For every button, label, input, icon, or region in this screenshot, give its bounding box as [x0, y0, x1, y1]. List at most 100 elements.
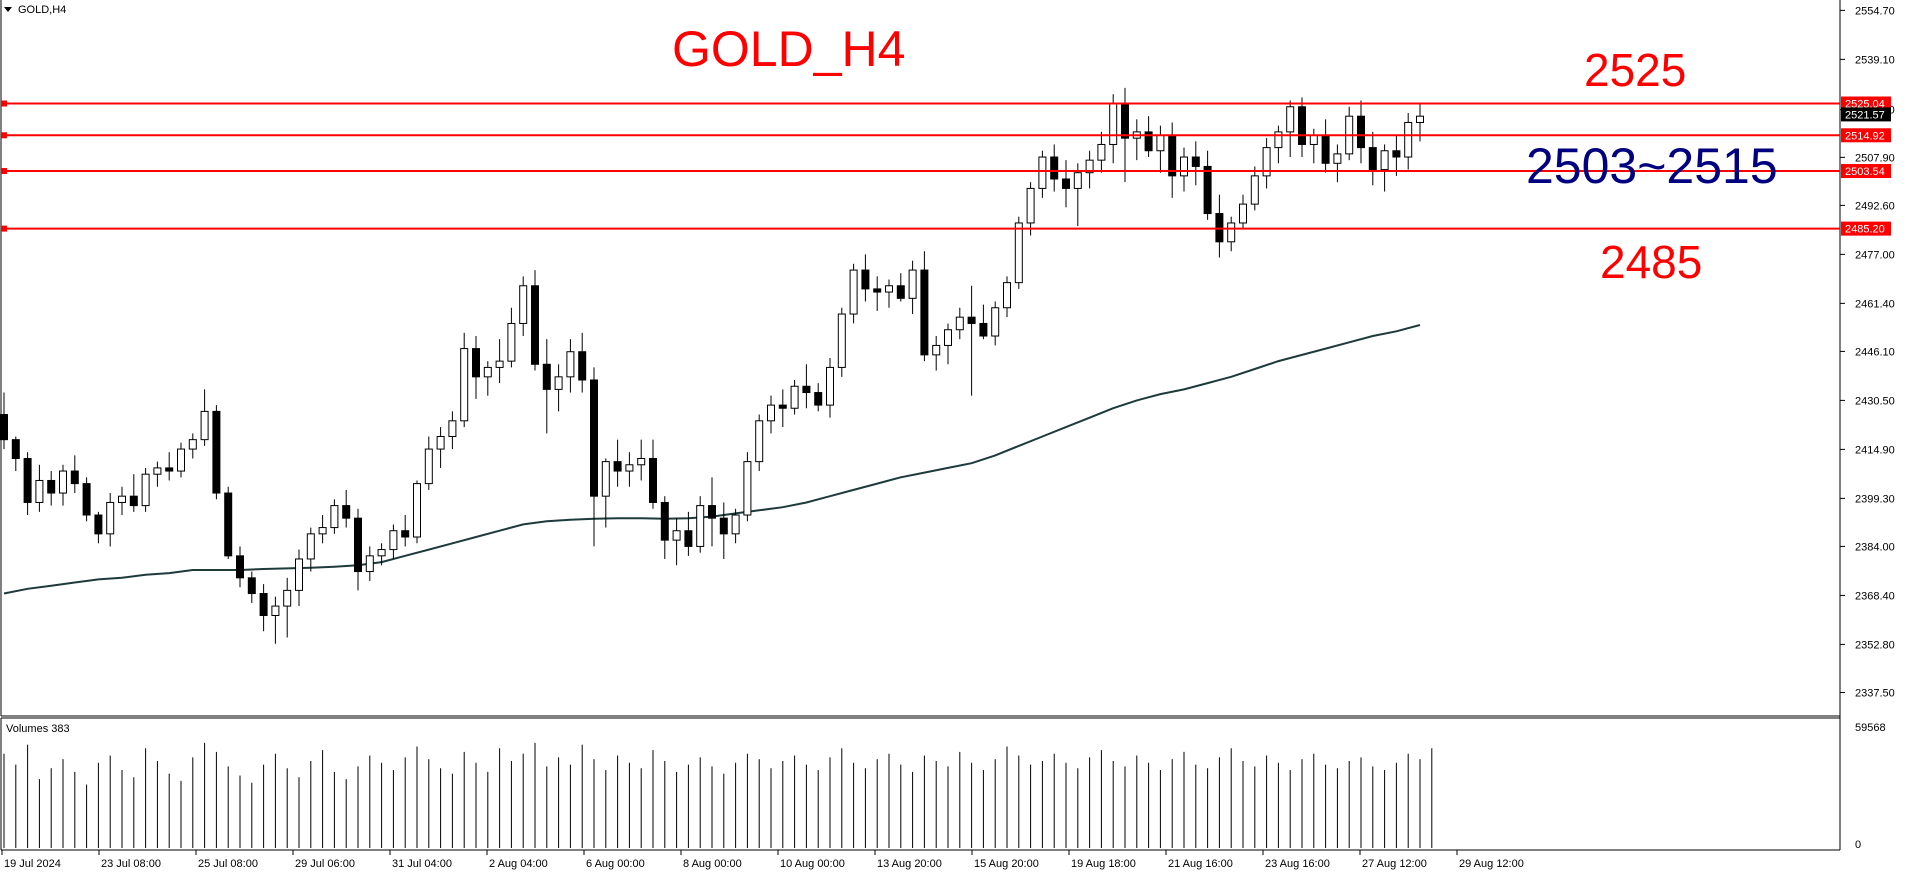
- price-tick-label: 2384.00: [1855, 541, 1895, 553]
- candle-body-bull: [495, 360, 504, 368]
- candle: [826, 358, 834, 418]
- candle-body-bear: [401, 530, 410, 538]
- candle-body-bear: [649, 457, 657, 503]
- time-tick-label: 21 Aug 16:00: [1168, 858, 1233, 870]
- candle-body-bull: [637, 457, 646, 466]
- time-tick-label: 19 Aug 18:00: [1071, 858, 1136, 870]
- candle: [247, 571, 256, 603]
- time-tick-label: 2 Aug 04:00: [489, 858, 548, 870]
- candle: [684, 511, 693, 556]
- candle-body-bull: [1274, 131, 1283, 149]
- level-price-tag: [1841, 221, 1891, 236]
- price-tick-label: 2539.10: [1855, 54, 1895, 66]
- level-price-tag: [1841, 96, 1891, 111]
- candle: [306, 527, 315, 572]
- price-tick-label: 2414.90: [1855, 444, 1895, 456]
- candle: [448, 411, 457, 450]
- candle: [1333, 144, 1342, 183]
- candle: [1097, 131, 1106, 173]
- candle-body-bear: [354, 517, 362, 573]
- price-tick-label: 2477.00: [1855, 249, 1895, 261]
- time-tick-label: 19 Jul 2024: [4, 858, 61, 870]
- candle: [342, 489, 351, 528]
- candle: [11, 436, 20, 472]
- current-price-label: 2521.57: [1845, 109, 1885, 121]
- current-price-tag: [1841, 107, 1891, 122]
- candle-body-bear: [1392, 150, 1401, 158]
- candle: [1380, 144, 1389, 192]
- candle: [165, 452, 174, 481]
- candle: [141, 467, 150, 512]
- candle-body-bear: [165, 467, 174, 472]
- price-tick-label: 2446.10: [1855, 346, 1895, 358]
- candle-body-bull: [59, 470, 67, 494]
- candle: [1227, 216, 1236, 252]
- candle: [424, 436, 433, 490]
- candle-body-bull: [141, 473, 150, 507]
- candle-body-bear: [590, 379, 598, 497]
- candle-body-bear: [802, 385, 811, 394]
- candle: [318, 515, 327, 544]
- candle-body-bull: [1239, 203, 1247, 224]
- candle-body-bull: [1380, 150, 1389, 171]
- candle: [1404, 113, 1413, 170]
- price-tick-label: 2337.50: [1855, 687, 1895, 699]
- candle-body-bull: [1026, 187, 1035, 224]
- candle: [153, 461, 162, 487]
- candle-body-bull: [330, 505, 339, 529]
- candle: [590, 367, 598, 547]
- candle-body-bull: [1404, 121, 1413, 158]
- candle: [896, 273, 905, 302]
- candle-body-bull: [448, 420, 457, 438]
- chevron-down-icon[interactable]: [4, 7, 12, 12]
- candle-body-bear: [0, 414, 8, 441]
- candle: [1038, 150, 1047, 198]
- candle-body-bull: [318, 527, 327, 535]
- candle: [885, 279, 893, 308]
- candle: [814, 383, 823, 412]
- candle-body-bear: [342, 505, 351, 519]
- candle-body-bear: [531, 285, 539, 365]
- candle-body-bear: [224, 492, 233, 557]
- candle-body-bear: [778, 404, 787, 409]
- candle-body-bull: [1250, 175, 1259, 205]
- candle-body-bear: [542, 363, 551, 390]
- candle: [23, 452, 32, 516]
- level-price-tag: [1841, 128, 1891, 143]
- candles: [0, 87, 1424, 644]
- candle: [472, 336, 480, 399]
- candle: [802, 364, 811, 409]
- candle-body-bull: [991, 307, 1000, 337]
- volume-label: Volumes 383: [6, 723, 70, 735]
- candle-body-bull: [908, 269, 917, 299]
- candle-body-bear: [1050, 156, 1059, 180]
- time-tick-label: 27 Aug 12:00: [1362, 858, 1427, 870]
- candle-body-bull: [849, 269, 858, 315]
- candle-body-bear: [896, 285, 905, 299]
- candle: [578, 332, 587, 393]
- symbol-label: GOLD,H4: [18, 4, 66, 16]
- candle-body-bull: [35, 479, 44, 503]
- candle-body-bull: [672, 530, 681, 541]
- candle-body-bull: [507, 322, 516, 362]
- candle: [94, 511, 103, 544]
- candle: [849, 263, 858, 324]
- candle-body-bull: [436, 436, 445, 450]
- candle: [542, 339, 551, 434]
- candle: [177, 442, 185, 478]
- horizontal-levels[interactable]: [1, 100, 1840, 232]
- candle: [1014, 216, 1023, 289]
- level-anchor-handle: [1, 100, 7, 107]
- candle-body-bull: [1180, 156, 1188, 177]
- candle-body-bear: [1144, 131, 1153, 152]
- chart-title-annotation: GOLD_H4: [672, 21, 905, 77]
- candle-body-bull: [1156, 134, 1165, 152]
- time-tick-label: 23 Aug 16:00: [1265, 858, 1330, 870]
- candle: [224, 486, 233, 559]
- chart-background: [1, 0, 1839, 716]
- candle: [625, 452, 634, 487]
- candle: [731, 508, 740, 544]
